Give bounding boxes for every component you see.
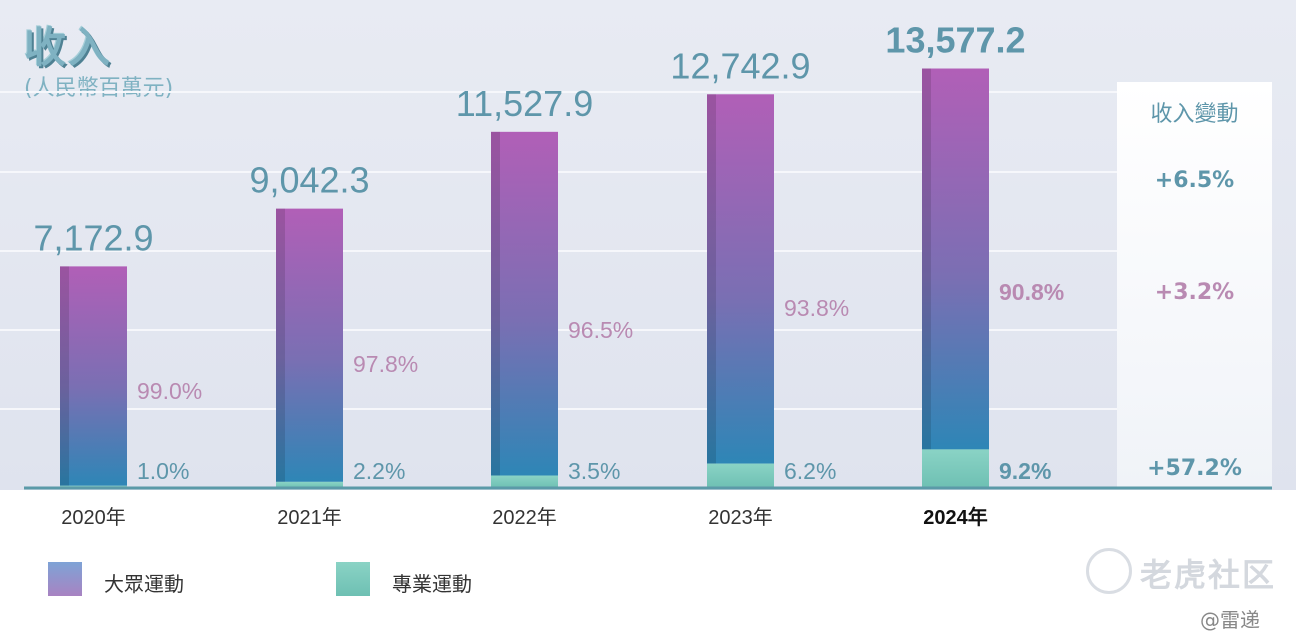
revenue-chart: 7,172.9 99.0% 1.0% 2020年 9,042.3 97.8% 2.2% 202… [24, 19, 1272, 529]
total-label-1: 9,042.3 [249, 160, 369, 201]
change-total: +6.5% [1154, 168, 1235, 193]
legend-label-mass: 大眾運動 [104, 572, 184, 596]
mass-share-label-2: 96.5% [568, 317, 633, 343]
pro-share-label-3: 6.2% [784, 458, 836, 484]
pro-share-label-2: 3.5% [568, 458, 620, 484]
pro-share-label-1: 2.2% [353, 458, 405, 484]
bar-mass-4 [922, 68, 989, 450]
legend-swatch-pro [336, 562, 370, 596]
mass-share-label-3: 93.8% [784, 295, 849, 321]
bar-mass-edge-2 [491, 131, 500, 476]
change-pro: +57.2% [1147, 456, 1242, 481]
bar-mass-0 [60, 266, 127, 486]
category-label-0: 2020年 [61, 506, 126, 529]
total-label-0: 7,172.9 [33, 217, 153, 258]
pro-share-label-0: 1.0% [137, 458, 189, 484]
bar-mass-edge-3 [707, 94, 716, 464]
credit-text: @雷递 [1200, 608, 1260, 632]
bar-mass-edge-0 [60, 266, 69, 486]
bar-pro-1 [276, 481, 343, 488]
bar-pro-3 [707, 463, 774, 488]
bar-mass-edge-1 [276, 208, 285, 482]
category-label-2: 2022年 [492, 506, 557, 529]
bar-mass-2 [491, 131, 558, 476]
bar-mass-edge-4 [922, 68, 931, 450]
change-panel-header: 收入變動 [1150, 102, 1239, 127]
mass-share-label-1: 97.8% [353, 351, 418, 377]
bar-pro-2 [491, 475, 558, 488]
bar-pro-4 [922, 449, 989, 488]
total-label-4: 13,577.2 [885, 20, 1025, 61]
lower-background [0, 490, 1296, 644]
change-mass: +3.2% [1154, 280, 1235, 305]
watermark-logo-icon [1086, 548, 1132, 594]
legend-swatch-mass [48, 562, 82, 596]
legend-label-pro: 專業運動 [392, 572, 472, 596]
category-label-3: 2023年 [708, 506, 773, 529]
chart-title: 收入 [24, 23, 113, 72]
bar-mass-1 [276, 208, 343, 482]
category-label-1: 2021年 [277, 506, 342, 529]
watermark-text: 老虎社区 [1140, 556, 1277, 594]
pro-share-label-4: 9.2% [999, 458, 1051, 484]
mass-share-label-4: 90.8% [999, 279, 1064, 305]
total-label-2: 11,527.9 [456, 83, 593, 124]
change-panel [1117, 82, 1272, 488]
mass-share-label-0: 99.0% [137, 378, 202, 404]
category-label-4: 2024年 [923, 505, 988, 529]
chart-subtitle: (人民幣百萬元) [24, 76, 174, 101]
total-label-3: 12,742.9 [670, 45, 810, 86]
bar-mass-3 [707, 94, 774, 464]
